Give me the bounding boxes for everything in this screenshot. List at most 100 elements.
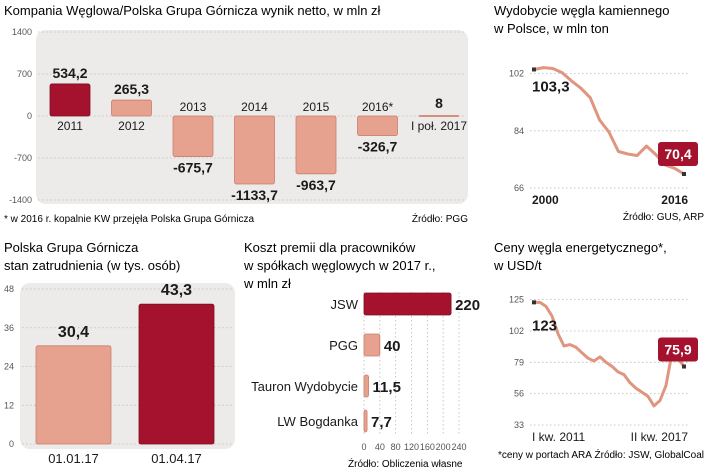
chart5-end-label: 75,9 xyxy=(664,342,691,358)
chart1-y-tick: 1400 xyxy=(12,27,32,37)
chart2-title-line1: Wydobycie węgla kamiennego xyxy=(494,3,669,18)
chart4-source: Źródło: Obliczenia własne xyxy=(348,457,463,470)
chart4-x-tick: 160 xyxy=(420,442,435,452)
chart2-end-marker xyxy=(682,172,686,177)
chart2-x-tick: 2000 xyxy=(532,193,559,207)
coal-price-chart: Ceny węgla energetycznego*, w USD/t 33 56… xyxy=(493,240,704,461)
chart4-gridlines: 0 40 80 120 160 200 240 xyxy=(361,292,467,452)
chart1-value-label: 534,2 xyxy=(52,65,87,81)
chart3-bar xyxy=(35,345,112,445)
chart1-bar xyxy=(418,115,460,117)
chart4-x-tick: 200 xyxy=(436,442,451,452)
chart2-plot: 103,3 70,4 2000 2016 xyxy=(532,66,698,207)
chart2-y-tick: 102 xyxy=(509,69,524,79)
chart4-x-tick: 40 xyxy=(375,442,385,452)
chart4-category-label: Tauron Wydobycie xyxy=(251,379,358,394)
chart1-bar xyxy=(357,115,398,137)
chart5-series-line xyxy=(534,300,686,408)
chart5-y-tick: 102 xyxy=(509,326,524,336)
chart1-bar xyxy=(234,115,275,185)
chart5-y-tick: 33 xyxy=(514,420,524,430)
chart5-gridlines: 33 56 79 102 125 xyxy=(509,295,690,430)
net-result-chart: Kompania Węglowa/Polska Grupa Górnicza w… xyxy=(4,3,468,225)
chart3-value-label: 30,4 xyxy=(58,324,89,341)
chart2-start-label: 103,3 xyxy=(532,78,570,95)
chart5-y-tick: 56 xyxy=(514,389,524,399)
chart4-category-label: JSW xyxy=(331,297,359,312)
chart4-bar xyxy=(363,333,381,357)
chart1-y-tick: 700 xyxy=(17,69,32,79)
chart4-x-tick: 80 xyxy=(391,442,401,452)
chart3-bar xyxy=(138,303,215,445)
chart1-category-label: 2016* xyxy=(362,100,394,114)
chart3-y-axis: 0 12 24 36 48 xyxy=(4,284,14,449)
chart5-x-tick: II kw. 2017 xyxy=(631,430,689,444)
chart4-x-tick: 120 xyxy=(404,442,419,452)
chart1-bar xyxy=(111,99,152,117)
chart5-x-tick: I kw. 2011 xyxy=(532,430,585,444)
chart2-source: Źródło: GUS, ARP xyxy=(623,210,704,223)
chart3-y-tick: 24 xyxy=(4,362,14,372)
chart4-bar xyxy=(363,409,368,433)
chart4-x-tick: 240 xyxy=(451,442,466,452)
chart5-start-marker xyxy=(532,300,536,305)
chart5-title-line1: Ceny węgla energetycznego*, xyxy=(494,240,667,255)
chart3-gridlines xyxy=(22,288,233,445)
chart1-footnote: * w 2016 r. kopalnie KW przejęła Polska … xyxy=(4,214,255,225)
bonus-cost-chart: Koszt premii dla pracowników w spółkach … xyxy=(243,240,480,470)
chart1-y-axis: 1400 700 0 -700 -1400 xyxy=(9,27,32,205)
chart1-bar xyxy=(172,115,214,157)
chart1-bar xyxy=(49,83,91,117)
chart1-source: Źródło: PGG xyxy=(412,212,468,225)
chart3-y-tick: 12 xyxy=(4,400,14,410)
chart3-bars xyxy=(35,303,215,445)
chart2-x-tick: 2016 xyxy=(661,193,688,207)
chart1-category-label: 2014 xyxy=(241,100,268,114)
coal-output-chart: Wydobycie węgla kamiennego w Polsce, w m… xyxy=(493,3,704,223)
chart1-bar xyxy=(295,115,337,175)
employment-chart: Polska Grupa Górnicza stan zatrudnienia … xyxy=(4,240,235,466)
chart1-value-label: -326,7 xyxy=(358,139,398,155)
chart2-title-line2: w Polsce, w mln ton xyxy=(493,21,609,36)
chart1-value-label: -675,7 xyxy=(173,160,213,176)
chart4-title-line2: w spółkach węglowych w 2017 r., xyxy=(243,258,435,273)
chart4-category-label: LW Bogdanka xyxy=(277,414,358,429)
chart4-title-line3: w mln zł xyxy=(243,276,291,291)
chart1-value-label: 265,3 xyxy=(114,81,149,97)
chart1-category-label: 2011 xyxy=(57,119,83,133)
chart4-value-label: 220 xyxy=(455,297,480,314)
chart1-value-label: 8 xyxy=(435,95,443,111)
chart5-end-marker xyxy=(682,364,686,369)
chart1-category-label: 2013 xyxy=(180,100,207,114)
chart1-value-label: -963,7 xyxy=(296,177,336,193)
chart2-y-tick: 84 xyxy=(514,126,524,136)
chart5-y-tick: 125 xyxy=(509,295,524,305)
chart4-value-label: 11,5 xyxy=(373,379,401,396)
chart1-category-label: 2015 xyxy=(303,100,330,114)
chart4-category-label: PGG xyxy=(329,338,358,353)
chart4-value-label: 7,7 xyxy=(371,414,392,431)
chart1-y-tick: 0 xyxy=(27,111,32,121)
chart5-start-label: 123 xyxy=(532,317,557,334)
chart1-category-label: I poł. 2017 xyxy=(411,119,467,133)
chart3-value-label: 43,3 xyxy=(161,282,192,299)
chart3-title-line1: Polska Grupa Górnicza xyxy=(4,240,139,255)
chart5-footnote: *ceny w portach ARA xyxy=(498,450,592,461)
chart1-y-tick: -1400 xyxy=(9,195,32,205)
chart1-value-label: -1133,7 xyxy=(231,187,278,203)
chart3-labels: 30,4 01.01.17 43,3 01.04.17 xyxy=(48,282,202,466)
chart3-category-label: 01.01.17 xyxy=(48,451,99,466)
chart1-y-tick: -700 xyxy=(14,153,32,163)
chart2-end-label: 70,4 xyxy=(664,146,691,162)
chart4-plot: JSW 220 PGG 40 Tauron Wydobycie 11,5 LW Bogdan… xyxy=(251,292,480,433)
chart2-gridlines: 66 84 102 xyxy=(509,69,690,193)
chart1-title: Kompania Węglowa/Polska Grupa Górnicza w… xyxy=(4,3,381,18)
chart5-end-callout xyxy=(658,337,698,362)
chart4-bar xyxy=(363,374,369,398)
chart1-bars xyxy=(49,83,460,185)
chart5-source: Źródło: JSW, GlobalCoal xyxy=(595,448,705,461)
chart3-category-label: 01.04.17 xyxy=(151,451,202,466)
chart3-y-tick: 0 xyxy=(9,439,14,449)
chart4-x-tick: 0 xyxy=(361,442,366,452)
